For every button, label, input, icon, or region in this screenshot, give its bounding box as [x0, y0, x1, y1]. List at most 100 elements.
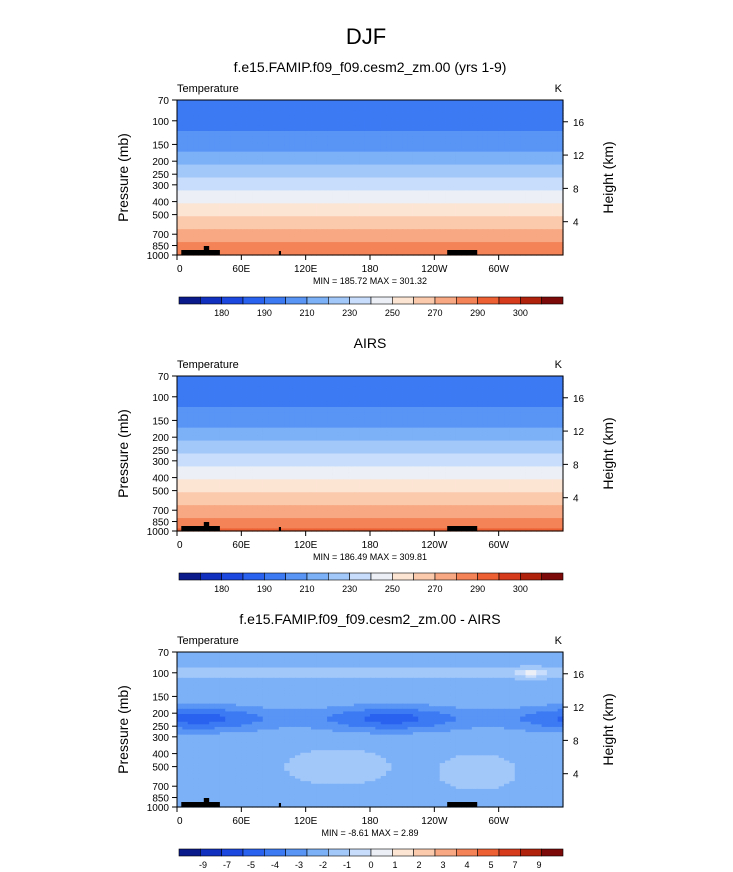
orography-mask: [181, 526, 220, 531]
temperature-field: [177, 100, 564, 256]
x-tick-label: 60E: [232, 816, 250, 827]
units-label: K: [555, 359, 563, 371]
colorbar-swatch: [370, 572, 393, 581]
colorbar-swatch: [520, 296, 542, 305]
colorbar-label: 230: [342, 584, 357, 594]
orography-mask: [203, 522, 210, 531]
height-tick-label: 12: [573, 427, 585, 438]
height-tick-label: 8: [573, 736, 579, 747]
height-tick-label: 12: [573, 151, 585, 162]
variable-label: Temperature: [177, 359, 239, 371]
colorbar-label: -7: [223, 860, 231, 870]
orography-mask: [447, 250, 478, 255]
colorbar-swatch: [456, 296, 478, 305]
colorbar-swatch: [392, 296, 414, 305]
figure-title: DJF: [346, 24, 386, 49]
colorbar-swatch: [221, 296, 244, 305]
colorbar-label: 1: [392, 860, 397, 870]
colorbar-swatch: [498, 572, 521, 581]
colorbar-label: -5: [247, 860, 255, 870]
y-tick-label: 150: [152, 416, 169, 427]
y-tick-label: 150: [152, 692, 169, 703]
orography-mask: [278, 803, 282, 807]
y-tick-label: 700: [152, 782, 169, 793]
orography-mask: [181, 802, 220, 807]
x-tick-label: 0: [177, 816, 183, 827]
x-tick-label: 180: [362, 540, 379, 551]
colorbar-label: 5: [488, 860, 493, 870]
y-tick-label: 700: [152, 230, 169, 241]
x-tick-label: 120E: [294, 264, 318, 275]
units-label: K: [555, 83, 563, 95]
y-tick-label: 850: [152, 242, 169, 253]
colorbar-swatch: [434, 572, 457, 581]
colorbar-swatch: [392, 848, 414, 857]
height-tick-label: 16: [573, 670, 585, 681]
min-max-stats: MIN = 185.72 MAX = 301.32: [313, 276, 427, 286]
height-tick-label: 4: [573, 770, 579, 781]
colorbar-swatch: [328, 296, 350, 305]
min-max-stats: MIN = 186.49 MAX = 309.81: [313, 552, 427, 562]
height-tick-label: 16: [573, 394, 585, 405]
panel-1: f.e15.FAMIP.f09_f09.cesm2_zm.00 (yrs 1-9…: [115, 59, 616, 318]
y-tick-label: 150: [152, 140, 169, 151]
orography-mask: [447, 526, 478, 531]
colorbar-swatch: [221, 848, 244, 857]
colorbar-label: 190: [257, 584, 272, 594]
height-tick-label: 4: [573, 218, 579, 229]
colorbar-label: 180: [214, 308, 229, 318]
x-tick-label: 180: [362, 816, 379, 827]
colorbar-swatch: [349, 572, 372, 581]
y-axis-title: Pressure (mb): [115, 133, 131, 222]
y-tick-label: 250: [152, 446, 169, 457]
colorbar-swatch: [178, 572, 201, 581]
colorbar-swatch: [306, 296, 329, 305]
height-tick-label: 12: [573, 703, 585, 714]
colorbar-swatch: [498, 848, 521, 857]
y-tick-label: 100: [152, 669, 169, 680]
y-tick-label: 1000: [147, 803, 170, 814]
colorbar-swatch: [413, 572, 436, 581]
orography-mask: [203, 246, 210, 255]
y-tick-label: 70: [158, 372, 170, 383]
colorbar: 180 190 210 230 250 270 290 300: [178, 572, 564, 594]
colorbar-swatch: [178, 848, 201, 857]
colorbar-swatch: [392, 572, 414, 581]
colorbar-swatch: [541, 296, 564, 305]
panel-title: AIRS: [354, 335, 387, 351]
colorbar-swatch: [520, 848, 542, 857]
colorbar-swatch: [456, 848, 478, 857]
y-tick-label: 300: [152, 457, 169, 468]
colorbar-label: 270: [427, 308, 442, 318]
y-tick-label: 70: [158, 96, 170, 107]
colorbar-swatch: [498, 296, 521, 305]
orography-mask: [181, 250, 220, 255]
colorbar: -9 -7 -5 -4 -3 -2 -1 0 1 2 3 4 5 7 9: [178, 848, 564, 870]
colorbar-swatch: [200, 572, 222, 581]
y-tick-label: 100: [152, 117, 169, 128]
colorbar-swatch: [200, 296, 222, 305]
colorbar-label: 210: [299, 584, 314, 594]
x-tick-label: 120W: [421, 540, 448, 551]
x-tick-label: 120W: [421, 264, 448, 275]
y-tick-label: 400: [152, 198, 169, 209]
colorbar-label: 4: [464, 860, 469, 870]
colorbar-label: 0: [368, 860, 373, 870]
colorbar-swatch: [328, 572, 350, 581]
colorbar-swatch: [477, 296, 500, 305]
colorbar-label: 300: [513, 584, 528, 594]
colorbar-swatch: [434, 848, 457, 857]
panel-3: f.e15.FAMIP.f09_f09.cesm2_zm.00 - AIRSTe…: [115, 611, 616, 870]
y-tick-label: 250: [152, 170, 169, 181]
x-tick-label: 180: [362, 264, 379, 275]
colorbar-swatch: [306, 848, 329, 857]
x-tick-label: 60E: [232, 264, 250, 275]
y-tick-label: 1000: [147, 251, 170, 262]
x-tick-label: 60W: [488, 816, 509, 827]
colorbar-swatch: [285, 572, 308, 581]
colorbar-swatch: [413, 296, 436, 305]
colorbar-label: 230: [342, 308, 357, 318]
colorbar-label: -3: [295, 860, 303, 870]
